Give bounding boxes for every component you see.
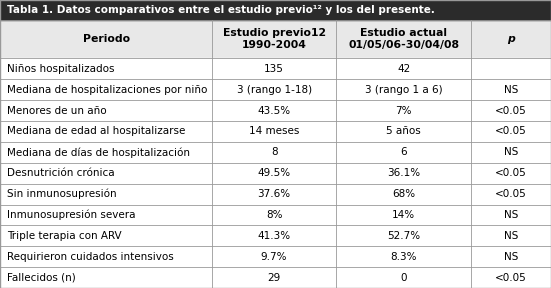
Text: 36.1%: 36.1% [387,168,420,178]
Text: 3 (rango 1-18): 3 (rango 1-18) [236,85,312,95]
Text: 52.7%: 52.7% [387,231,420,241]
Bar [212,121,336,142]
Bar [0,226,212,246]
Bar [0,79,212,100]
Bar [471,100,551,121]
Bar [336,58,471,79]
Text: Niños hospitalizados: Niños hospitalizados [7,64,114,74]
Bar [471,58,551,79]
Text: p: p [507,34,515,44]
Text: <0.05: <0.05 [495,189,527,199]
Bar [336,204,471,226]
Bar [471,267,551,288]
Bar [471,184,551,204]
Bar [336,226,471,246]
Bar [0,0,551,20]
Bar [212,79,336,100]
Text: Fallecidos (n): Fallecidos (n) [7,272,75,283]
Bar [336,267,471,288]
Text: Sin inmunosupresión: Sin inmunosupresión [7,189,116,199]
Bar [0,142,212,163]
Bar [336,100,471,121]
Text: <0.05: <0.05 [495,168,527,178]
Bar [336,121,471,142]
Text: Mediana de días de hospitalización: Mediana de días de hospitalización [7,147,190,158]
Bar [0,121,212,142]
Bar [336,184,471,204]
Text: NS: NS [504,210,518,220]
Text: 14%: 14% [392,210,415,220]
Text: Requirieron cuidados intensivos: Requirieron cuidados intensivos [7,252,174,262]
Bar [336,20,471,58]
Bar [471,163,551,184]
Bar [212,58,336,79]
Text: 3 (rango 1 a 6): 3 (rango 1 a 6) [365,85,442,95]
Text: Mediana de hospitalizaciones por niño: Mediana de hospitalizaciones por niño [7,85,207,95]
Bar [336,142,471,163]
Text: Periodo: Periodo [83,34,129,44]
Bar [471,204,551,226]
Bar [0,20,212,58]
Bar [212,267,336,288]
Text: <0.05: <0.05 [495,106,527,115]
Text: 9.7%: 9.7% [261,252,288,262]
Text: Triple terapia con ARV: Triple terapia con ARV [7,231,121,241]
Text: 8%: 8% [266,210,282,220]
Bar [0,267,212,288]
Bar [0,246,212,267]
Bar [0,204,212,226]
Text: NS: NS [504,252,518,262]
Text: 49.5%: 49.5% [257,168,291,178]
Bar [0,100,212,121]
Text: Tabla 1. Datos comparativos entre el estudio previo¹² y los del presente.: Tabla 1. Datos comparativos entre el est… [7,5,435,15]
Bar [471,121,551,142]
Bar [212,142,336,163]
Text: Desnutrición crónica: Desnutrición crónica [7,168,114,178]
Text: 8: 8 [271,147,278,157]
Text: 29: 29 [267,272,281,283]
Text: 42: 42 [397,64,410,74]
Bar [471,226,551,246]
Text: 7%: 7% [396,106,412,115]
Bar [212,20,336,58]
Bar [0,163,212,184]
Bar [471,246,551,267]
Bar [0,184,212,204]
Text: 41.3%: 41.3% [257,231,291,241]
Text: Menores de un año: Menores de un año [7,106,106,115]
Bar [212,100,336,121]
Bar [212,246,336,267]
Text: <0.05: <0.05 [495,126,527,137]
Bar [471,79,551,100]
Text: <0.05: <0.05 [495,272,527,283]
Text: 37.6%: 37.6% [257,189,291,199]
Text: NS: NS [504,85,518,95]
Text: 8.3%: 8.3% [390,252,417,262]
Text: NS: NS [504,231,518,241]
Text: Mediana de edad al hospitalizarse: Mediana de edad al hospitalizarse [7,126,185,137]
Text: 14 meses: 14 meses [249,126,299,137]
Text: 68%: 68% [392,189,415,199]
Text: 135: 135 [264,64,284,74]
Bar [336,79,471,100]
Text: 6: 6 [400,147,407,157]
Text: 43.5%: 43.5% [257,106,291,115]
Bar [336,246,471,267]
Text: 5 años: 5 años [386,126,421,137]
Text: Estudio actual
01/05/06-30/04/08: Estudio actual 01/05/06-30/04/08 [348,28,459,50]
Bar [212,163,336,184]
Text: NS: NS [504,147,518,157]
Bar [471,20,551,58]
Text: 0: 0 [401,272,407,283]
Bar [212,184,336,204]
Text: Inmunosupresión severa: Inmunosupresión severa [7,210,135,220]
Bar [212,204,336,226]
Bar [212,226,336,246]
Bar [471,142,551,163]
Text: Estudio previo12
1990-2004: Estudio previo12 1990-2004 [223,28,326,50]
Bar [336,163,471,184]
Bar [0,58,212,79]
